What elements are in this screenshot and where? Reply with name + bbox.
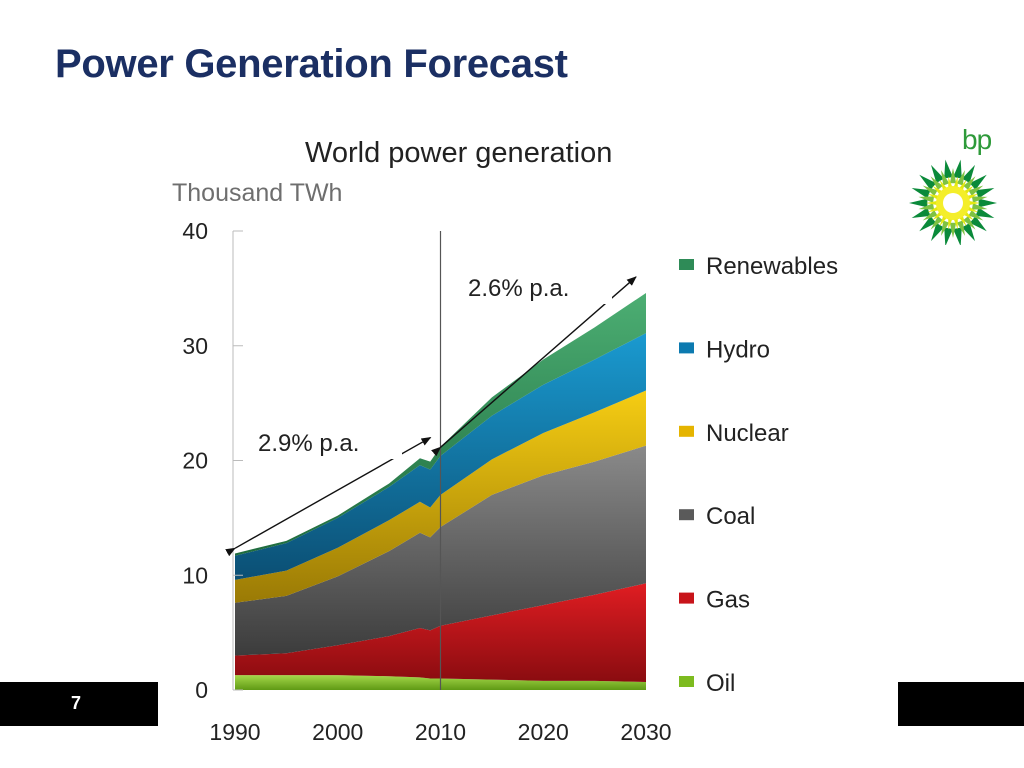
legend-label-gas: Gas bbox=[706, 587, 750, 614]
legend-swatch-coal bbox=[679, 509, 694, 521]
legend-swatch-renewables bbox=[679, 259, 694, 270]
chart-title: World power generation bbox=[305, 137, 612, 169]
annotation-background bbox=[464, 274, 612, 304]
annotations-layer: 2.9% p.a. 2.6% p.a. bbox=[225, 274, 637, 557]
legend-label-coal: Coal bbox=[706, 503, 755, 530]
legend-swatch-oil bbox=[679, 676, 694, 687]
legend-swatch-gas bbox=[679, 592, 694, 604]
footer-bar-right bbox=[898, 682, 1024, 726]
legend-label-nuclear: Nuclear bbox=[706, 420, 789, 447]
legend-layer: Renewables Hydro Nuclear Coal Gas Oil bbox=[679, 253, 838, 697]
y-tick-label: 20 bbox=[182, 448, 208, 474]
x-tick-label: 1990 bbox=[209, 719, 260, 745]
slide-title: Power Generation Forecast bbox=[55, 42, 568, 86]
legend-swatch-nuclear bbox=[679, 425, 694, 437]
page-number: 7 bbox=[71, 693, 82, 713]
bp-helios-logo-icon bbox=[909, 159, 997, 245]
y-tick-label: 40 bbox=[182, 218, 208, 244]
x-tick-label: 2020 bbox=[518, 719, 569, 745]
growth-rate-label: 2.6% p.a. bbox=[468, 275, 569, 302]
footer-bar-left bbox=[0, 682, 158, 726]
bp-logo-text: bp bbox=[962, 124, 992, 155]
y-tick-label: 10 bbox=[182, 562, 208, 588]
x-tick-label: 2010 bbox=[415, 719, 466, 745]
x-tick-label: 2000 bbox=[312, 719, 363, 745]
legend-label-oil: Oil bbox=[706, 670, 735, 697]
growth-rate-label: 2.9% p.a. bbox=[258, 430, 359, 457]
annotation-background bbox=[254, 429, 402, 459]
y-tick-label: 30 bbox=[182, 333, 208, 359]
x-tick-label: 2030 bbox=[620, 719, 671, 745]
legend-label-hydro: Hydro bbox=[706, 336, 770, 363]
growth-arrow bbox=[431, 276, 637, 457]
legend-swatch-hydro bbox=[679, 342, 694, 354]
y-tick-label: 0 bbox=[195, 677, 208, 703]
legend-label-renewables: Renewables bbox=[706, 253, 838, 280]
y-axis-label: Thousand TWh bbox=[172, 179, 342, 207]
